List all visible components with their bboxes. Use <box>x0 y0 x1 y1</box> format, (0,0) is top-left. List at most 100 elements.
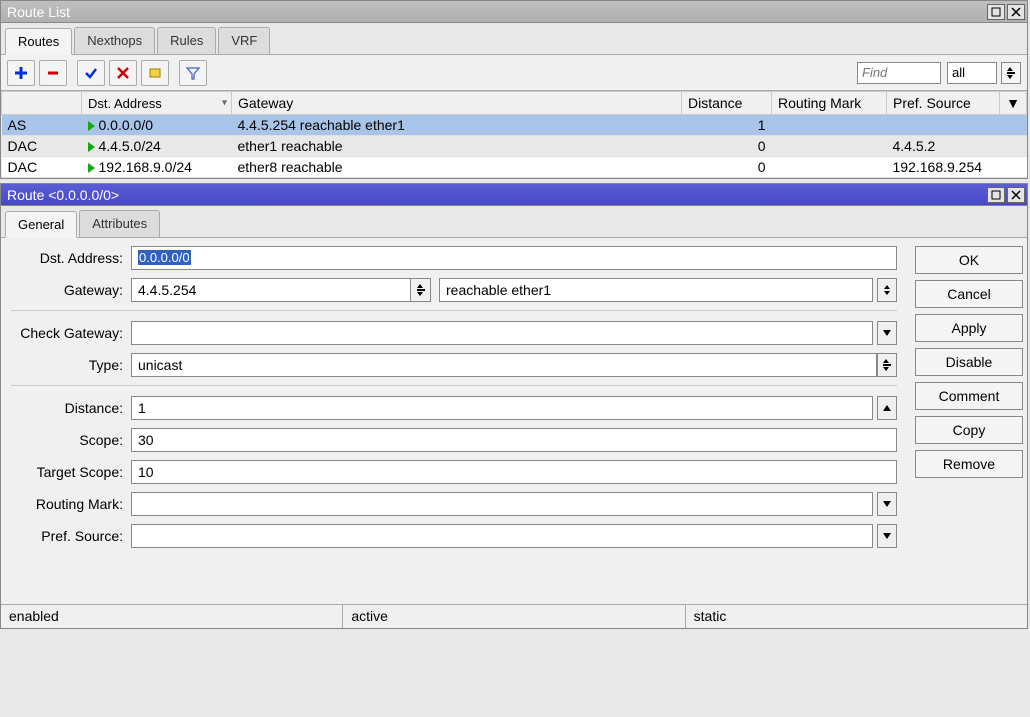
remove-button[interactable] <box>39 60 67 86</box>
tab-general[interactable]: General <box>5 211 77 238</box>
type-input[interactable] <box>131 353 877 377</box>
add-button[interactable] <box>7 60 35 86</box>
close-button[interactable] <box>1007 4 1025 20</box>
routing-mark-input[interactable] <box>131 492 873 516</box>
copy-button[interactable]: Copy <box>915 416 1023 444</box>
cell-dst: 0.0.0.0/0 <box>82 115 232 136</box>
route-detail-form: Dst. Address: 0.0.0.0/0 Gateway: Check G… <box>1 238 907 604</box>
col-pref-source[interactable]: Pref. Source <box>887 92 1000 115</box>
tab-routes[interactable]: Routes <box>5 28 72 55</box>
col-distance[interactable]: Distance <box>682 92 772 115</box>
col-gateway[interactable]: Gateway <box>232 92 682 115</box>
route-list-titlebar: Route List <box>1 1 1027 23</box>
apply-button[interactable]: Apply <box>915 314 1023 342</box>
route-list-window: Route List Routes Nexthops Rules VRF all <box>0 0 1028 179</box>
cell-pref-source: 4.4.5.2 <box>887 136 1000 157</box>
enable-button[interactable] <box>77 60 105 86</box>
tab-rules[interactable]: Rules <box>157 27 216 54</box>
gateway-dropdown-button[interactable] <box>411 278 431 302</box>
active-icon <box>88 163 95 173</box>
row-pref-source: Pref. Source: <box>11 524 897 548</box>
route-detail-body: Dst. Address: 0.0.0.0/0 Gateway: Check G… <box>1 238 1027 604</box>
dst-address-input[interactable]: 0.0.0.0/0 <box>131 246 897 270</box>
cell-pref-source: 192.168.9.254 <box>887 157 1000 178</box>
row-routing-mark: Routing Mark: <box>11 492 897 516</box>
comment-button[interactable] <box>141 60 169 86</box>
col-flags[interactable] <box>2 92 82 115</box>
table-row[interactable]: DAC4.4.5.0/24ether1 reachable0 4.4.5.2 <box>2 136 1027 157</box>
row-scope: Scope: <box>11 428 897 452</box>
target-scope-input[interactable] <box>131 460 897 484</box>
cell-dst: 4.4.5.0/24 <box>82 136 232 157</box>
check-gateway-input[interactable] <box>131 321 873 345</box>
route-list-tabs: Routes Nexthops Rules VRF <box>1 23 1027 55</box>
cell-routing-mark <box>772 115 887 136</box>
table-row[interactable]: AS0.0.0.0/04.4.5.254 reachable ether11 <box>2 115 1027 136</box>
ok-button[interactable]: OK <box>915 246 1023 274</box>
status-static: static <box>686 605 1027 628</box>
pref-source-dropdown[interactable] <box>877 524 897 548</box>
label-pref-source: Pref. Source: <box>11 528 131 544</box>
cancel-button[interactable]: Cancel <box>915 280 1023 308</box>
gateway-input[interactable] <box>131 278 411 302</box>
cell-distance: 0 <box>682 136 772 157</box>
row-distance: Distance: <box>11 396 897 420</box>
route-list-title: Route List <box>3 4 985 20</box>
active-icon <box>88 142 95 152</box>
comment-route-button[interactable]: Comment <box>915 382 1023 410</box>
col-dst[interactable]: Dst. Address▾ <box>82 92 232 115</box>
label-target-scope: Target Scope: <box>11 464 131 480</box>
columns-menu-button[interactable]: ▼ <box>1000 92 1027 115</box>
scope-input[interactable] <box>131 428 897 452</box>
remove-route-button[interactable]: Remove <box>915 450 1023 478</box>
cell-pad <box>1000 115 1027 136</box>
filter-select-value: all <box>952 65 965 80</box>
check-gateway-dropdown[interactable] <box>877 321 897 345</box>
filter-button[interactable] <box>179 60 207 86</box>
cell-gateway: ether1 reachable <box>232 136 682 157</box>
cell-pref-source <box>887 115 1000 136</box>
label-distance: Distance: <box>11 400 131 416</box>
table-row[interactable]: DAC192.168.9.0/24ether8 reachable0192.16… <box>2 157 1027 178</box>
type-dropdown-button[interactable] <box>877 353 897 377</box>
cell-flags: DAC <box>2 136 82 157</box>
distance-collapse-button[interactable] <box>877 396 897 420</box>
label-gateway: Gateway: <box>11 282 131 298</box>
tab-nexthops[interactable]: Nexthops <box>74 27 155 54</box>
tab-attributes[interactable]: Attributes <box>79 210 160 237</box>
detail-minimize-button[interactable] <box>987 187 1005 203</box>
route-detail-window: Route <0.0.0.0/0> General Attributes Dst… <box>0 183 1028 629</box>
col-routing-mark[interactable]: Routing Mark <box>772 92 887 115</box>
disable-route-button[interactable]: Disable <box>915 348 1023 376</box>
cell-gateway: 4.4.5.254 reachable ether1 <box>232 115 682 136</box>
separator-2 <box>11 385 897 386</box>
filter-select[interactable]: all <box>947 62 997 84</box>
route-detail-title: Route <0.0.0.0/0> <box>3 187 985 203</box>
status-active: active <box>343 605 685 628</box>
pref-source-input[interactable] <box>131 524 873 548</box>
gateway-updown-button[interactable] <box>877 278 897 302</box>
active-icon <box>88 121 95 131</box>
label-check-gateway: Check Gateway: <box>11 325 131 341</box>
detail-close-button[interactable] <box>1007 187 1025 203</box>
row-dst-address: Dst. Address: 0.0.0.0/0 <box>11 246 897 270</box>
disable-button[interactable] <box>109 60 137 86</box>
label-dst-address: Dst. Address: <box>11 250 131 266</box>
cell-flags: AS <box>2 115 82 136</box>
route-detail-statusbar: enabled active static <box>1 604 1027 628</box>
cell-dst: 192.168.9.0/24 <box>82 157 232 178</box>
routing-mark-dropdown[interactable] <box>877 492 897 516</box>
find-input[interactable] <box>857 62 941 84</box>
routes-table: Dst. Address▾ Gateway Distance Routing M… <box>1 91 1027 178</box>
route-detail-titlebar: Route <0.0.0.0/0> <box>1 184 1027 206</box>
filter-dropdown-button[interactable] <box>1001 62 1021 84</box>
cell-pad <box>1000 157 1027 178</box>
cell-distance: 1 <box>682 115 772 136</box>
route-list-toolbar: all <box>1 55 1027 91</box>
distance-input[interactable] <box>131 396 873 420</box>
tab-vrf[interactable]: VRF <box>218 27 270 54</box>
status-enabled: enabled <box>1 605 343 628</box>
row-type: Type: <box>11 353 897 377</box>
route-detail-tabs: General Attributes <box>1 206 1027 238</box>
minimize-button[interactable] <box>987 4 1005 20</box>
